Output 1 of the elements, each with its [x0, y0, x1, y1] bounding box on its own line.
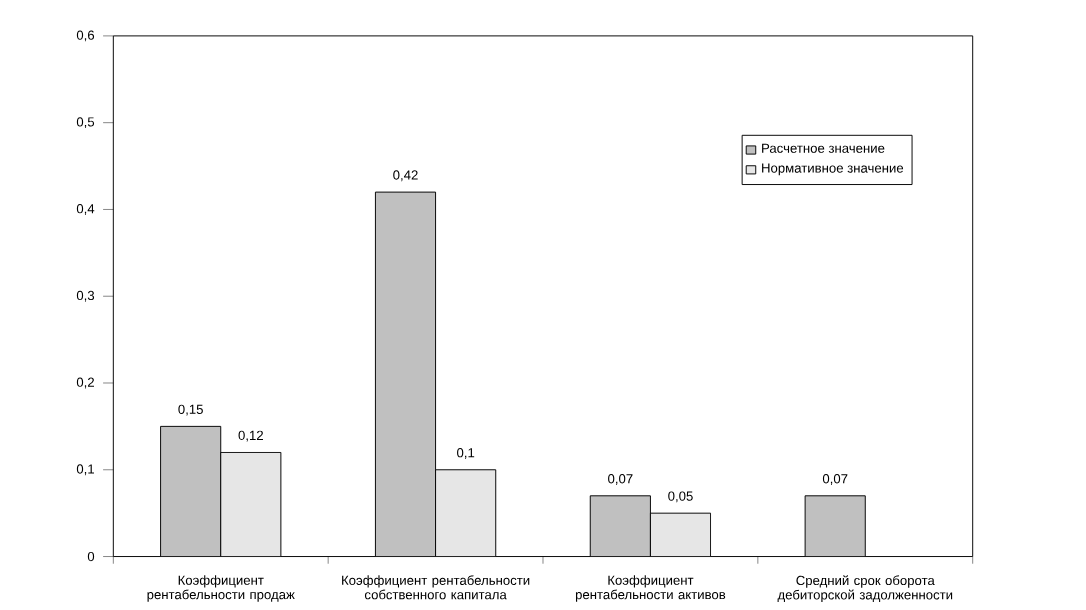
bar — [804, 495, 866, 557]
